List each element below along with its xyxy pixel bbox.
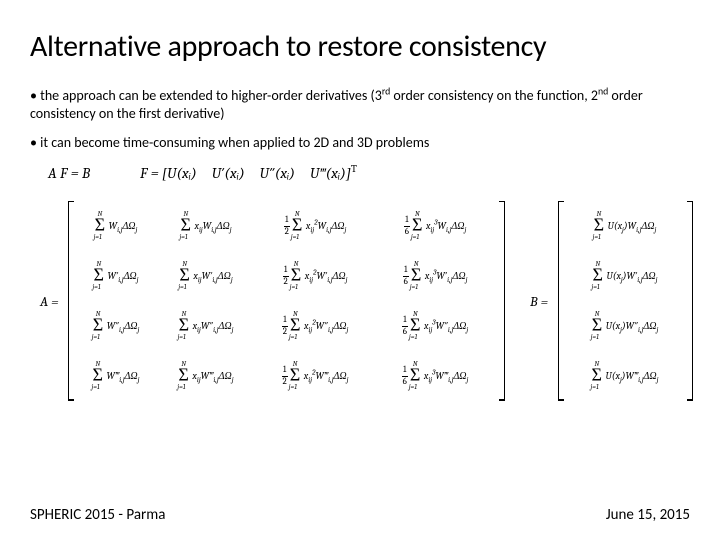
footer-left: SPHERIC 2015 - Parma: [30, 506, 165, 524]
matrix-area: A = Nj=1Wi,jΔΩj Nj=1xijWi,jΔΩj 12Nj=1xij2W…: [40, 193, 700, 413]
bullet-1-text-b: order consistency on the function, 2: [390, 87, 598, 104]
slide-footer: SPHERIC 2015 - Parma June 15, 2015: [30, 506, 690, 524]
matrix-A-left-bracket-icon: [68, 201, 75, 401]
matrix-A-right-bracket-icon: [498, 201, 505, 401]
equation-rhs: F = [U(xᵢ) U′(xᵢ) U″(xᵢ) U‴(xᵢ)]T: [140, 164, 357, 183]
matrix-cell: Nj=1xijW′i,jΔΩj: [179, 263, 232, 289]
footer-right: June 15, 2015: [606, 506, 690, 524]
matrix-cell: Nj=1Wi,jΔΩj: [95, 213, 138, 239]
matrix-cell: Nj=1U(xj)W′i,jΔΩj: [593, 263, 658, 289]
equation-rhs-sup: T: [351, 163, 357, 175]
slide-title: Alternative approach to restore consiste…: [30, 28, 690, 65]
matrix-B-right-bracket-icon: [686, 201, 693, 401]
equation-lhs: A F = B: [48, 164, 90, 182]
matrix-cell: Nj=1U(xj)Wi,jΔΩj: [594, 213, 657, 239]
matrix-cell: Nj=1xijW″i,jΔΩj: [179, 313, 234, 339]
bullet-1-text-a: • the approach can be extended to higher…: [30, 87, 382, 104]
bullet-1: • the approach can be extended to higher…: [30, 87, 690, 122]
equation-rhs-body: F = [U(xᵢ) U′(xᵢ) U″(xᵢ) U‴(xᵢ)]: [140, 164, 351, 182]
matrix-cell: 12Nj=1xij2W″i,jΔΩj: [282, 313, 349, 339]
matrix-cell: 16Nj=1xij3W‴i,jΔΩj: [402, 363, 469, 389]
matrix-B: Nj=1U(xj)Wi,jΔΩj Nj=1U(xj)W′i,jΔΩj Nj=1U(x…: [566, 201, 684, 401]
matrix-cell: Nj=1W″i,jΔΩj: [93, 313, 140, 339]
bullet-2: • it can become time-consuming when appl…: [30, 134, 690, 152]
matrix-A: Nj=1Wi,jΔΩj Nj=1xijWi,jΔΩj 12Nj=1xij2Wi,jΔ…: [76, 201, 496, 401]
matrix-cell: 12Nj=1xij2W′i,jΔΩj: [283, 263, 348, 289]
matrix-cell: Nj=1xijWi,jΔΩj: [180, 213, 231, 239]
matrix-cell: 16Nj=1xij3Wi,jΔΩj: [404, 213, 467, 239]
matrix-cell: 12Nj=1xij2Wi,jΔΩj: [284, 213, 347, 239]
matrix-cell: Nj=1xijW‴i,jΔΩj: [178, 363, 233, 389]
matrix-B-label: B =: [530, 293, 548, 310]
equation-line: A F = B F = [U(xᵢ) U′(xᵢ) U″(xᵢ) U‴(xᵢ)]…: [48, 164, 690, 183]
matrix-cell: Nj=1W′i,jΔΩj: [93, 263, 138, 289]
matrix-cell: Nj=1U(xj)W″i,jΔΩj: [592, 313, 659, 339]
matrix-B-left-bracket-icon: [558, 201, 565, 401]
matrix-cell: Nj=1W‴i,jΔΩj: [93, 363, 140, 389]
bullet-1-sup-1: rd: [382, 85, 390, 97]
matrix-cell: 16Nj=1xij3W″i,jΔΩj: [402, 313, 468, 339]
matrix-cell: 12Nj=1xij2W‴i,jΔΩj: [282, 363, 349, 389]
bullet-1-sup-2: nd: [598, 85, 608, 97]
matrix-cell: 16Nj=1xij3W′i,jΔΩj: [403, 263, 468, 289]
slide: Alternative approach to restore consiste…: [0, 0, 720, 540]
matrix-cell: Nj=1U(xj)W‴i,jΔΩj: [592, 363, 659, 389]
matrix-A-label: A =: [40, 293, 59, 310]
